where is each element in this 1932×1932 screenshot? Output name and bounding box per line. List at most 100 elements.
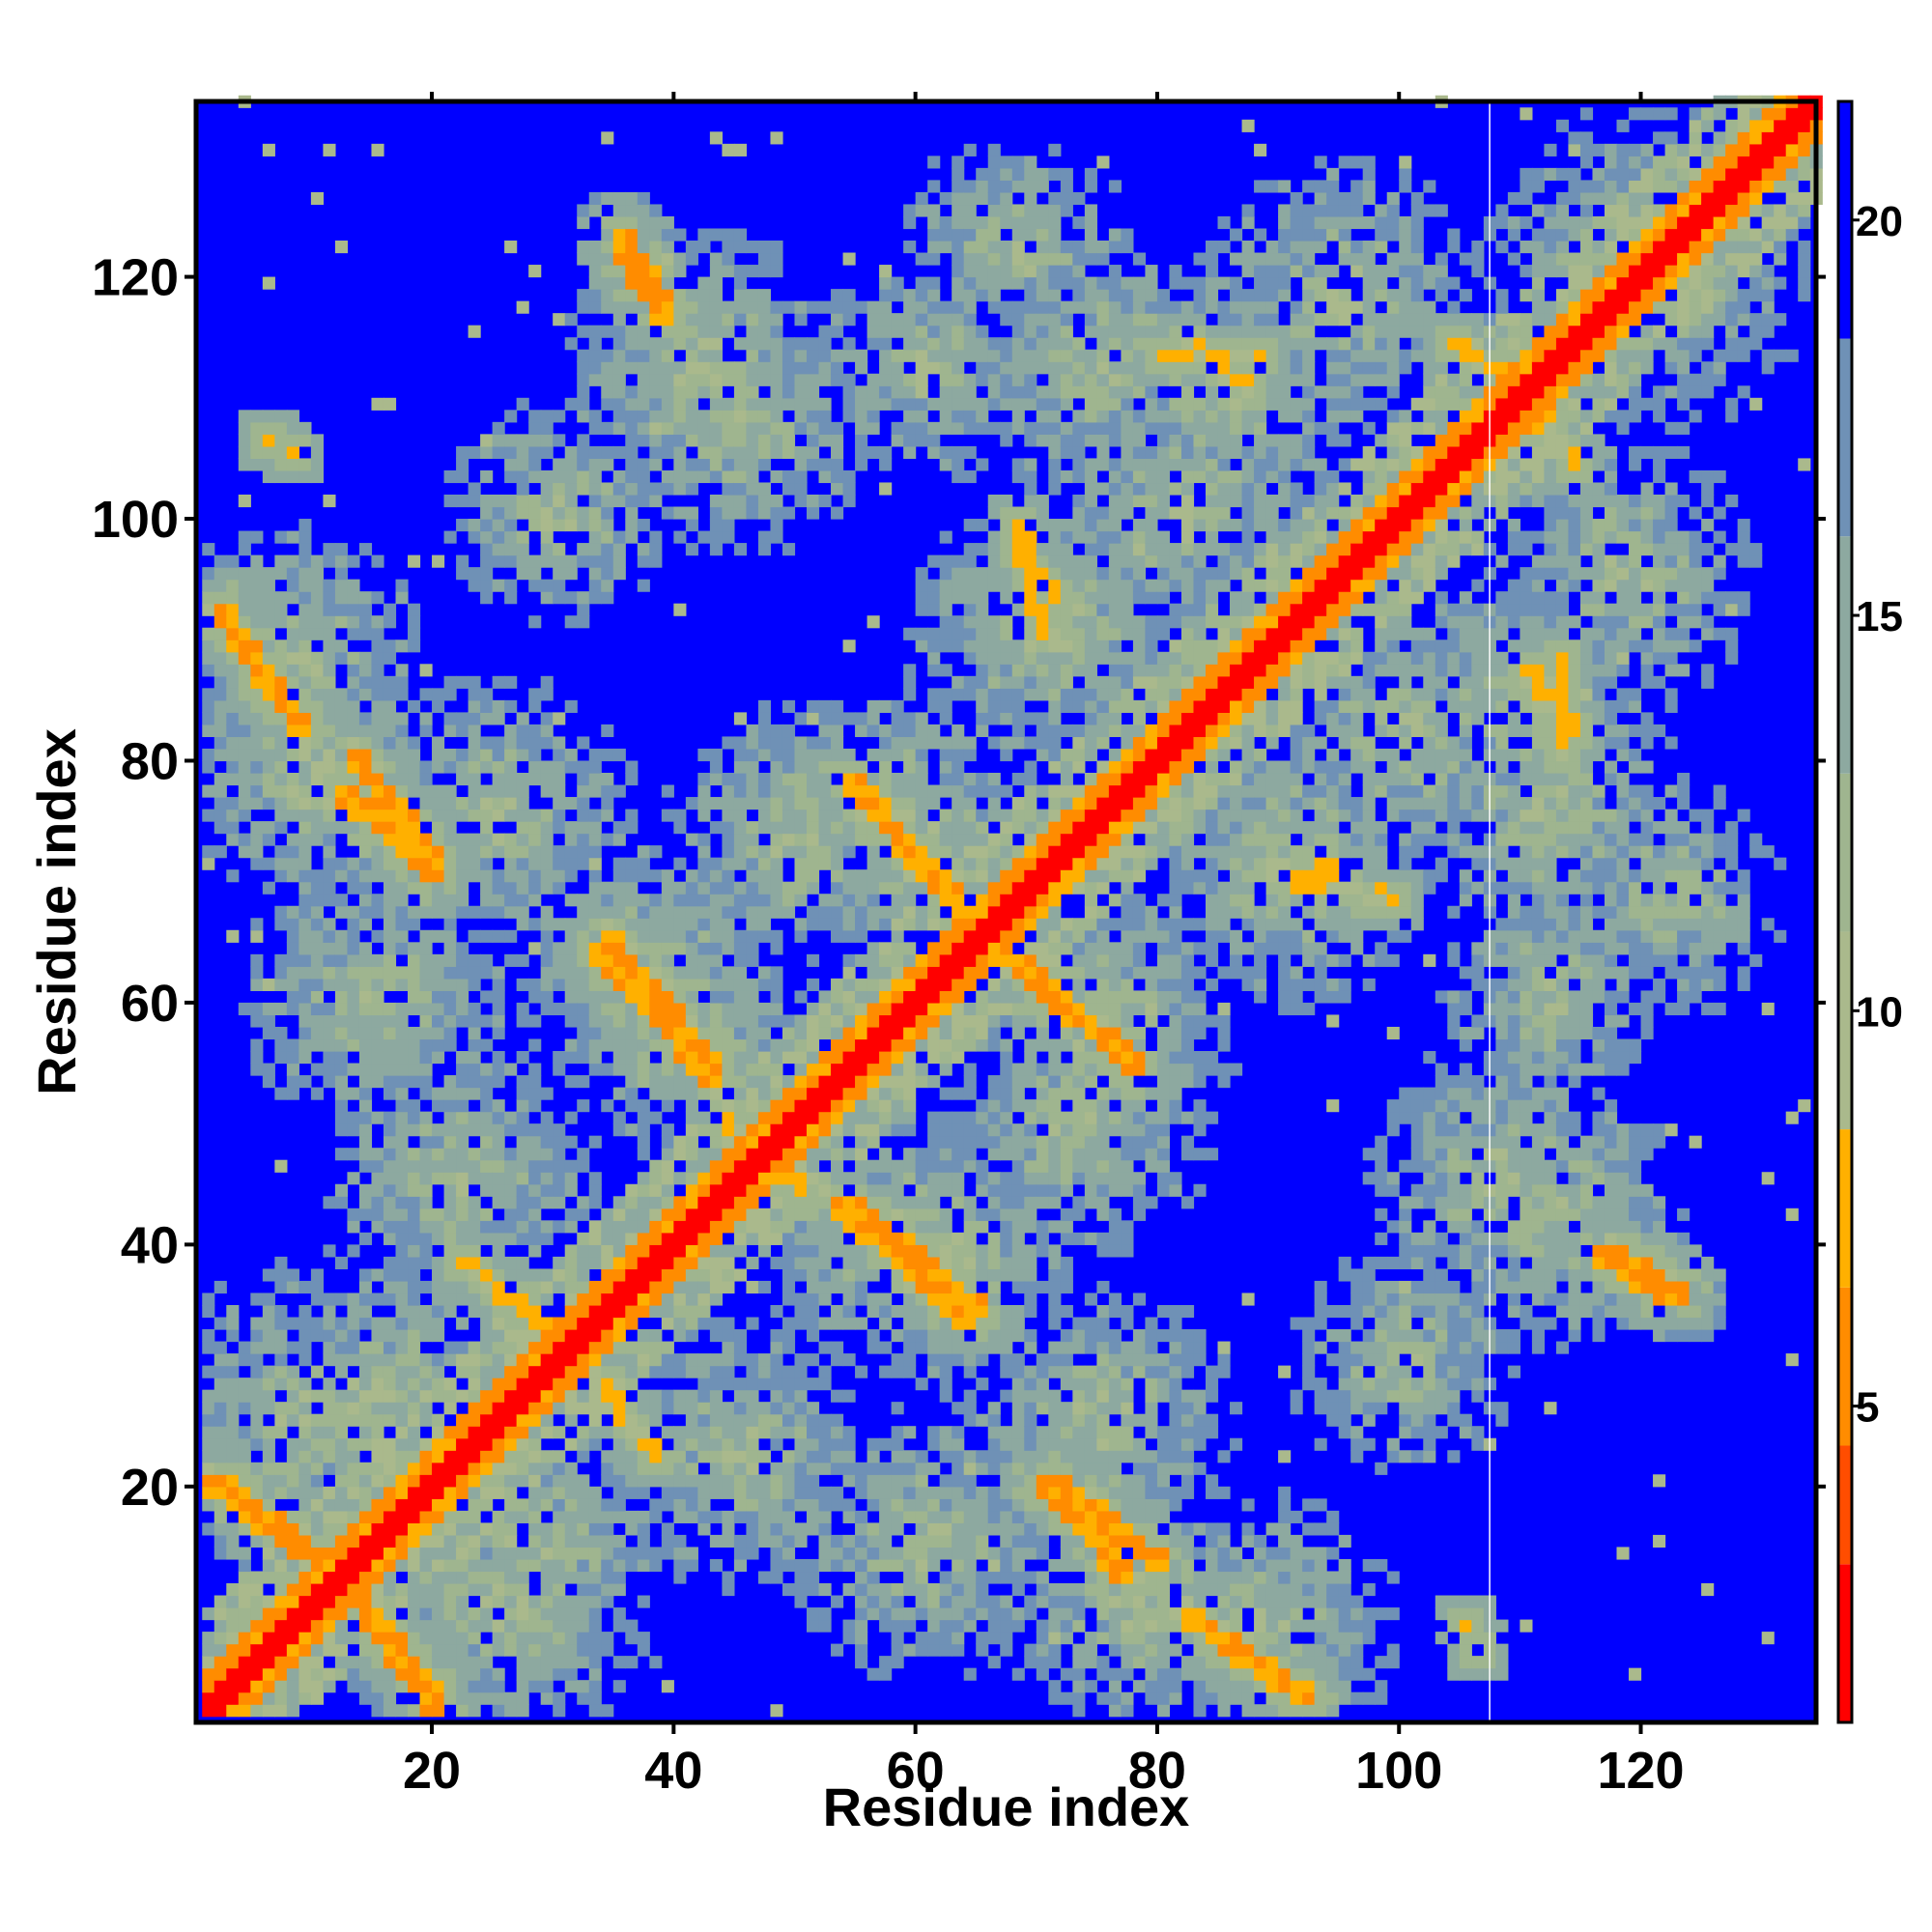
heatmap-cell: [492, 1522, 505, 1536]
heatmap-cell: [867, 1038, 880, 1052]
heatmap-cell: [383, 1353, 397, 1367]
heatmap-cell: [733, 1353, 748, 1367]
heatmap-cell: [553, 1558, 566, 1573]
heatmap-cell: [323, 821, 336, 835]
heatmap-cell: [334, 1256, 349, 1270]
heatmap-cell: [770, 1378, 783, 1391]
heatmap-cell: [468, 1280, 481, 1294]
heatmap-cell: [577, 1547, 590, 1560]
heatmap-cell: [963, 1232, 977, 1245]
heatmap-cell: [298, 1304, 312, 1319]
heatmap-cell: [323, 1038, 336, 1052]
heatmap-cell: [408, 784, 421, 798]
heatmap-cell: [673, 1148, 687, 1161]
heatmap-cell: [649, 1389, 663, 1403]
heatmap-cell: [903, 1643, 917, 1657]
heatmap-cell: [286, 1402, 299, 1415]
heatmap-cell: [213, 603, 227, 616]
heatmap-cell: [879, 760, 893, 774]
heatmap-cell: [310, 1365, 324, 1378]
heatmap-cell: [480, 1099, 494, 1113]
heatmap-cell: [492, 1582, 505, 1597]
heatmap-cell: [867, 894, 880, 907]
heatmap-cell: [202, 1474, 215, 1488]
heatmap-cell: [468, 1571, 481, 1584]
heatmap-cell: [927, 1353, 941, 1367]
heatmap-cell: [891, 990, 904, 1004]
heatmap-cell: [746, 797, 759, 810]
heatmap-cell: [807, 1462, 820, 1475]
heatmap-cell: [831, 1498, 844, 1512]
heatmap-cell: [770, 434, 783, 447]
heatmap-cell: [395, 1159, 409, 1173]
heatmap-cell: [419, 1667, 433, 1681]
heatmap-cell: [528, 1558, 542, 1573]
heatmap-cell: [298, 675, 312, 689]
heatmap-cell: [661, 1462, 674, 1475]
heatmap-cell: [685, 894, 698, 907]
heatmap-cell: [504, 1111, 518, 1124]
heatmap-cell: [903, 1002, 917, 1016]
heatmap-cell: [781, 1498, 796, 1512]
heatmap-cell: [952, 857, 965, 870]
heatmap-cell: [432, 1148, 445, 1161]
heatmap-cell: [383, 1123, 397, 1137]
heatmap-cell: [649, 1159, 663, 1173]
heatmap-cell: [395, 857, 409, 870]
heatmap-cell: [213, 615, 227, 629]
heatmap-cell: [408, 1196, 421, 1209]
heatmap-cell: [794, 1123, 808, 1137]
heatmap-cell: [757, 494, 772, 508]
heatmap-cell: [432, 1135, 445, 1149]
heatmap-cell: [746, 1389, 759, 1403]
heatmap-cell: [588, 1558, 602, 1573]
heatmap-cell: [443, 1159, 457, 1173]
heatmap-cell: [226, 1498, 240, 1512]
heatmap-cell: [298, 567, 312, 581]
heatmap-cell: [952, 1402, 965, 1415]
heatmap-cell: [456, 869, 469, 883]
heatmap-cell: [939, 929, 952, 943]
heatmap-cell: [347, 615, 360, 629]
heatmap-cell: [625, 869, 639, 883]
heatmap-cell: [358, 833, 373, 846]
heatmap-cell: [202, 809, 215, 822]
heatmap-cell: [504, 1159, 518, 1173]
heatmap-cell: [807, 1172, 820, 1185]
heatmap-cell: [577, 615, 590, 629]
heatmap-cell: [927, 1256, 941, 1270]
heatmap-cell: [504, 1704, 518, 1718]
heatmap-cell: [915, 1329, 928, 1343]
heatmap-cell: [504, 894, 518, 907]
heatmap-cell: [250, 1632, 264, 1645]
heatmap-cell: [577, 410, 590, 423]
heatmap-cell: [419, 1389, 433, 1403]
heatmap-cell: [612, 978, 626, 991]
heatmap-cell: [722, 1063, 735, 1076]
heatmap-cell: [673, 1220, 687, 1234]
heatmap-cell: [564, 554, 578, 568]
heatmap-cell: [770, 1232, 783, 1245]
heatmap-cell: [637, 918, 650, 931]
heatmap-cell: [516, 1014, 529, 1028]
heatmap-cell: [746, 349, 759, 362]
heatmap-cell: [553, 1183, 566, 1197]
heatmap-cell: [770, 1208, 783, 1221]
heatmap-cell: [757, 881, 772, 895]
heatmap-cell: [685, 1510, 698, 1523]
heatmap-cell: [855, 1159, 868, 1173]
heatmap-cell: [746, 1522, 759, 1536]
heatmap-cell: [818, 1123, 832, 1137]
heatmap-cell: [867, 397, 880, 411]
heatmap-cell: [903, 385, 917, 399]
heatmap-cell: [298, 1402, 312, 1415]
heatmap-cell: [891, 1558, 904, 1573]
heatmap-cell: [625, 325, 639, 338]
heatmap-cell: [456, 1437, 469, 1451]
heatmap-cell: [408, 1389, 421, 1403]
heatmap-cell: [298, 1038, 312, 1052]
heatmap-cell: [915, 1268, 928, 1282]
heatmap-cell: [649, 918, 663, 931]
heatmap-cell: [903, 215, 917, 230]
heatmap-cell: [601, 349, 614, 362]
